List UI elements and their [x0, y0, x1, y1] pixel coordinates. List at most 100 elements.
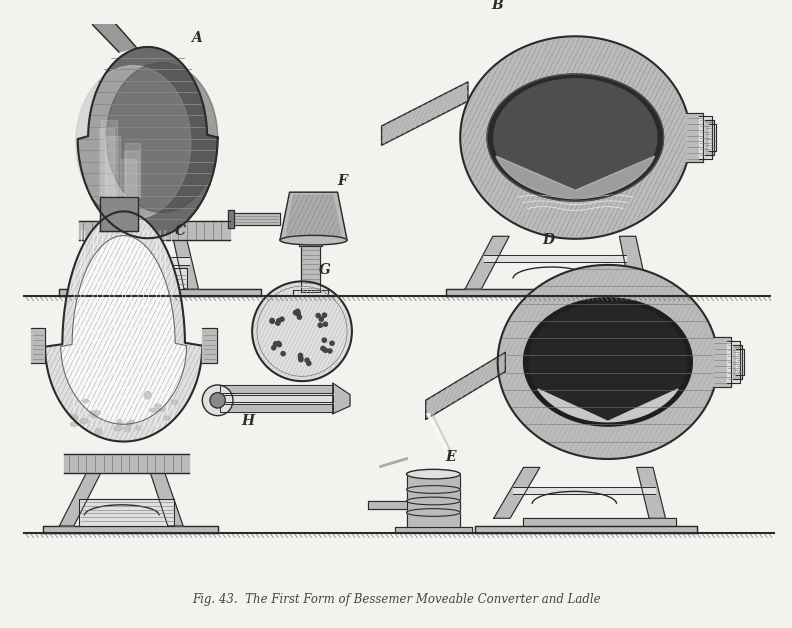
Text: F: F — [337, 173, 348, 188]
Polygon shape — [81, 0, 136, 52]
Bar — [59, 289, 261, 296]
Polygon shape — [637, 467, 665, 518]
Circle shape — [271, 320, 275, 324]
Polygon shape — [590, 348, 626, 376]
Bar — [293, 290, 328, 296]
Ellipse shape — [406, 469, 460, 479]
Ellipse shape — [96, 393, 105, 401]
Text: G: G — [319, 263, 331, 277]
Circle shape — [252, 281, 352, 381]
Polygon shape — [563, 129, 588, 146]
Circle shape — [329, 343, 333, 347]
Polygon shape — [493, 467, 540, 518]
Polygon shape — [596, 353, 619, 371]
Ellipse shape — [90, 427, 95, 430]
Polygon shape — [577, 338, 640, 386]
Bar — [202, 328, 217, 363]
Polygon shape — [333, 383, 350, 414]
Polygon shape — [280, 192, 347, 240]
Circle shape — [276, 347, 280, 352]
Text: E: E — [445, 450, 455, 463]
Bar — [395, 527, 472, 533]
Polygon shape — [524, 101, 626, 174]
Polygon shape — [604, 359, 613, 365]
Bar — [31, 328, 45, 363]
Ellipse shape — [170, 411, 179, 417]
Circle shape — [271, 317, 276, 322]
Circle shape — [307, 359, 312, 363]
Text: H: H — [242, 414, 255, 428]
Circle shape — [276, 322, 280, 326]
Ellipse shape — [128, 419, 139, 424]
Circle shape — [274, 345, 278, 350]
Ellipse shape — [406, 497, 460, 505]
Circle shape — [277, 343, 281, 347]
Circle shape — [323, 322, 327, 327]
Text: B: B — [491, 0, 503, 13]
Ellipse shape — [280, 236, 347, 245]
Polygon shape — [426, 352, 505, 420]
Bar — [101, 268, 187, 289]
Polygon shape — [563, 328, 653, 396]
Bar — [446, 289, 659, 296]
Polygon shape — [538, 389, 678, 421]
Bar — [219, 404, 333, 412]
Circle shape — [318, 323, 322, 327]
Ellipse shape — [93, 402, 101, 406]
Bar — [219, 394, 333, 402]
Polygon shape — [496, 156, 655, 198]
Circle shape — [296, 315, 301, 319]
Polygon shape — [583, 343, 633, 381]
Polygon shape — [78, 47, 218, 238]
Polygon shape — [59, 473, 101, 526]
Ellipse shape — [136, 403, 142, 409]
Ellipse shape — [406, 485, 460, 494]
Polygon shape — [286, 195, 341, 237]
Polygon shape — [106, 63, 218, 212]
Polygon shape — [524, 298, 692, 426]
Ellipse shape — [116, 405, 125, 410]
Polygon shape — [540, 112, 611, 163]
Polygon shape — [555, 123, 596, 152]
Ellipse shape — [128, 398, 135, 404]
Bar — [484, 254, 626, 263]
Polygon shape — [82, 240, 119, 289]
Polygon shape — [465, 236, 509, 289]
Circle shape — [300, 352, 304, 356]
Bar — [228, 210, 234, 228]
Bar — [43, 526, 218, 533]
Polygon shape — [536, 307, 680, 416]
Ellipse shape — [172, 428, 179, 433]
Circle shape — [300, 356, 304, 360]
Circle shape — [282, 345, 286, 350]
Polygon shape — [517, 95, 634, 180]
Polygon shape — [509, 90, 642, 185]
Polygon shape — [543, 312, 673, 411]
Ellipse shape — [124, 421, 129, 427]
Polygon shape — [76, 66, 191, 219]
Polygon shape — [150, 473, 183, 526]
Circle shape — [288, 311, 292, 316]
Circle shape — [326, 343, 330, 347]
Bar — [737, 349, 744, 376]
Bar — [709, 124, 716, 151]
Polygon shape — [460, 36, 691, 239]
Polygon shape — [382, 82, 468, 145]
Polygon shape — [487, 74, 664, 201]
Bar — [513, 487, 655, 494]
Ellipse shape — [144, 415, 154, 423]
Circle shape — [275, 320, 279, 325]
Circle shape — [202, 385, 233, 416]
Circle shape — [318, 314, 322, 318]
Bar — [474, 526, 697, 533]
Ellipse shape — [104, 392, 111, 398]
Ellipse shape — [118, 414, 123, 419]
Bar — [301, 242, 320, 292]
Bar — [368, 501, 406, 509]
Bar — [727, 341, 741, 383]
Ellipse shape — [135, 412, 143, 418]
Circle shape — [317, 312, 321, 317]
Ellipse shape — [67, 402, 77, 409]
Polygon shape — [569, 333, 646, 391]
Bar — [78, 499, 174, 526]
